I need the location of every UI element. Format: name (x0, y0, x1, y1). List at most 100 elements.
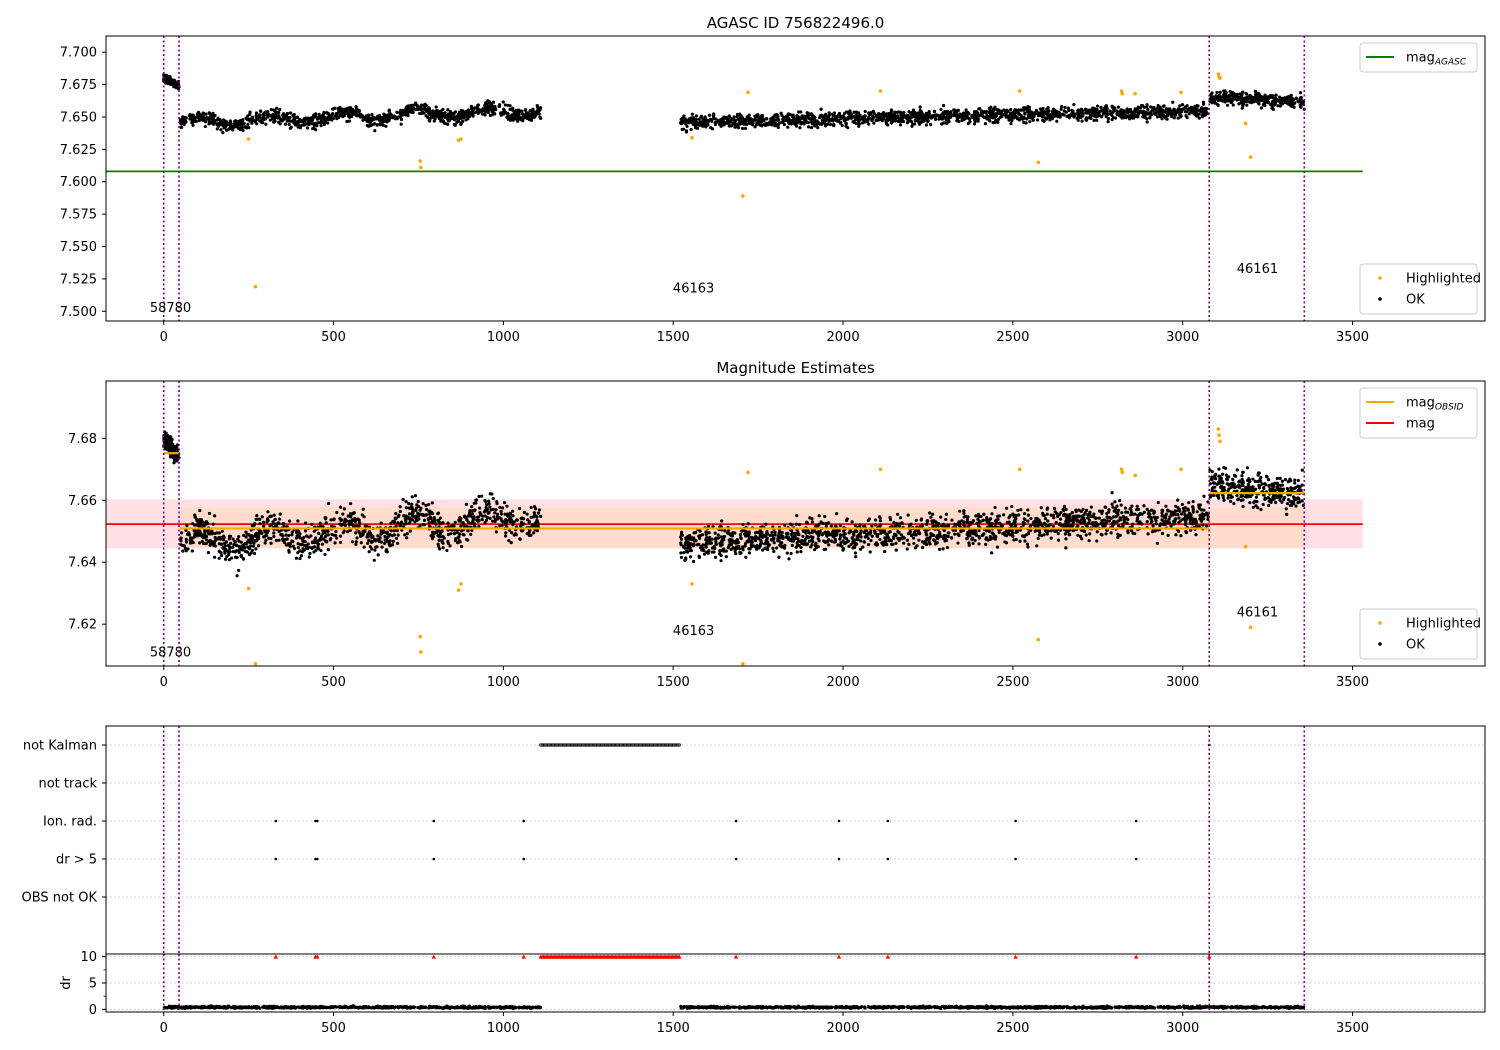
ok-point (1039, 506, 1043, 510)
ok-point (168, 75, 172, 79)
ok-point (217, 549, 221, 553)
ok-point (1218, 90, 1222, 95)
ok-point (1141, 115, 1145, 119)
ok-point (357, 524, 361, 528)
ok-point (1165, 111, 1169, 115)
ok-point (520, 529, 524, 533)
ok-point (1116, 532, 1120, 536)
ok-point (311, 540, 315, 545)
ok-point (269, 514, 273, 518)
ok-point (399, 117, 404, 122)
ok-point (273, 517, 277, 522)
ok-point (1063, 105, 1067, 110)
ok-point (495, 512, 500, 516)
ok-point (461, 119, 465, 123)
ok-point (1025, 117, 1029, 121)
ok-point (388, 115, 392, 119)
ok-point (433, 113, 437, 118)
ok-point (247, 553, 252, 557)
ok-point (347, 119, 352, 123)
ok-point (347, 514, 352, 518)
ok-point (794, 117, 798, 121)
ok-point (392, 529, 396, 533)
ok-point (1023, 112, 1027, 116)
ok-point (501, 100, 505, 104)
ok-point (323, 552, 327, 557)
ok-point (1084, 508, 1089, 512)
ok-point (441, 546, 445, 550)
ok-point (452, 111, 456, 116)
ok-point (984, 542, 988, 546)
ok-point (776, 114, 780, 118)
ok-point (472, 517, 476, 521)
ok-point (394, 512, 398, 516)
ok-point (870, 534, 874, 538)
ok-point (1201, 523, 1205, 527)
ok-point (1274, 96, 1278, 100)
ok-point (753, 118, 757, 122)
ok-point (423, 102, 427, 106)
ok-point (515, 518, 519, 522)
ok-point (258, 517, 262, 521)
ok-point (781, 119, 785, 123)
y-tick-label: 7.625 (60, 143, 97, 158)
ok-point (1104, 532, 1108, 536)
ok-point (383, 541, 387, 545)
y-tick-label: 7.600 (60, 175, 97, 190)
ok-point (456, 541, 460, 545)
ok-point (1263, 103, 1267, 108)
ok-point (911, 108, 916, 112)
ok-point (1160, 117, 1164, 121)
ok-point (472, 501, 476, 505)
ok-point (264, 122, 268, 126)
ok-point (860, 121, 864, 125)
ok-point (322, 537, 326, 541)
ok-point (1278, 95, 1282, 99)
ok-point (381, 123, 385, 127)
ok-point (195, 523, 200, 527)
ok-point (491, 100, 496, 104)
ok-point (223, 557, 228, 561)
ok-point (727, 543, 731, 548)
ok-point (912, 541, 916, 546)
ok-point (252, 541, 256, 545)
ok-point (739, 114, 743, 118)
ok-point (1290, 99, 1294, 103)
ok-point (425, 109, 429, 113)
ok-point (837, 114, 841, 119)
ok-point (770, 117, 774, 122)
ok-point (1102, 106, 1107, 110)
ok-point (757, 115, 761, 120)
ok-point (856, 111, 861, 115)
ok-point (383, 538, 387, 542)
ok-point (418, 524, 422, 528)
ok-point (943, 109, 947, 114)
ok-point (302, 119, 306, 124)
ok-point (737, 120, 742, 125)
ok-point (356, 113, 360, 117)
ok-point (504, 520, 508, 524)
highlighted-point (1248, 155, 1253, 159)
ok-point (514, 111, 518, 115)
ok-point (250, 115, 255, 119)
ok-point (446, 532, 451, 537)
ok-point (779, 111, 783, 115)
ok-point (1173, 113, 1177, 117)
ok-point (982, 110, 986, 114)
ok-point (1034, 108, 1038, 113)
ok-point (483, 514, 487, 518)
ok-point (269, 107, 273, 112)
ok-point (1225, 103, 1230, 107)
ok-point (267, 536, 271, 540)
ok-point (287, 533, 291, 538)
ok-point (820, 114, 824, 118)
ok-point (1253, 89, 1257, 93)
ok-point (335, 510, 339, 515)
ok-point (446, 119, 450, 123)
ok-point (367, 113, 371, 117)
ok-point (518, 109, 522, 114)
ok-point (230, 556, 234, 560)
ok-point (452, 117, 457, 122)
ok-point (967, 112, 971, 116)
